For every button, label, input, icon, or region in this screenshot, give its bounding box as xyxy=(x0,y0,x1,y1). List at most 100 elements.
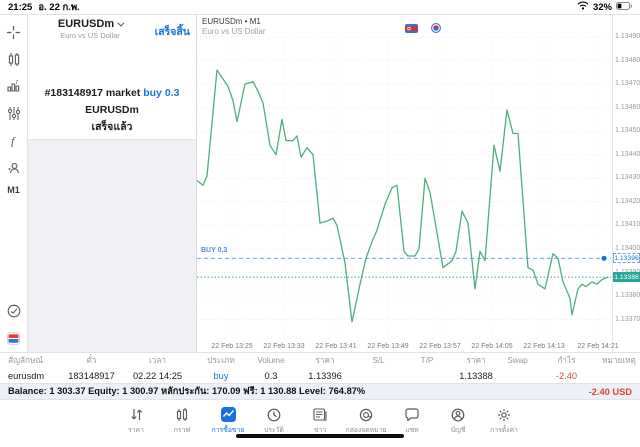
event-flag-icon-2[interactable] xyxy=(431,20,441,38)
function-icon[interactable]: f xyxy=(5,131,23,149)
price-axis-label: 1.13480 xyxy=(615,56,640,64)
chart-header: EURUSDm • M1 Euro vs US Dollar xyxy=(202,17,266,36)
table-cell: -2.40 xyxy=(555,370,578,381)
nav-label: ข่าว xyxy=(313,427,327,434)
balance-summary: Balance: 1 303.37 Equity: 1 300.97 หลักป… xyxy=(8,386,366,396)
buy-position-label: BUY 0.3 xyxy=(201,247,228,255)
nav-quotes[interactable]: ราคา xyxy=(113,402,159,447)
battery-percent: 32% xyxy=(592,1,612,13)
table-header-cell: ประเภท xyxy=(207,355,235,365)
table-header-cell: S/L xyxy=(372,355,385,365)
trade-icon xyxy=(220,407,236,422)
chevron-down-icon xyxy=(117,19,125,27)
order-panel-header: EURUSDm Euro vs US Dollar เสร็จสิ้น xyxy=(28,15,196,45)
work-area: f f M1 EURUSDm Euro vs US Dollar เสร็จสิ… xyxy=(0,14,640,353)
chart-type-icon[interactable] xyxy=(5,50,23,68)
table-header-cell: กำไร xyxy=(557,355,576,365)
chart-area[interactable]: EURUSDm • M1 Euro vs US Dollar 1.13490 1.… xyxy=(197,15,640,353)
table-header-cell: เวลา xyxy=(148,355,166,365)
expert-advisor-icon[interactable] xyxy=(5,158,23,176)
order-result-status: เสร็จแล้ว xyxy=(91,121,133,133)
symbol-selector[interactable]: EURUSDm Euro vs US Dollar xyxy=(28,18,152,40)
position-row[interactable]: eurusdm 183148917 02.22 14:25 buy 0.3 1.13396… xyxy=(0,367,640,384)
bid-price-badge: 1.13388 xyxy=(613,271,640,282)
price-chart-plot[interactable] xyxy=(197,15,612,353)
charts-icon xyxy=(175,407,190,422)
table-header-cell: T/P xyxy=(420,355,434,365)
table-cell: eurusdm xyxy=(8,370,45,381)
svg-text:f: f xyxy=(16,80,19,86)
nav-chat[interactable]: แชท xyxy=(389,402,435,447)
objects-sliders-icon[interactable] xyxy=(5,104,23,122)
buy-price-badge: 1.13396 xyxy=(613,252,640,263)
table-header-cell: สัญลักษณ์ xyxy=(8,355,43,365)
floating-profit: -2.40 USD xyxy=(588,386,632,397)
table-header-cell: ตั๋ว xyxy=(86,355,97,365)
economic-calendar-icon[interactable] xyxy=(5,329,23,347)
svg-text:f: f xyxy=(11,134,16,147)
price-axis-label: 1.13420 xyxy=(615,197,640,205)
wifi-icon xyxy=(577,1,589,13)
nav-accounts[interactable]: บัญชี xyxy=(435,402,481,447)
table-header-cell: Volume xyxy=(257,355,285,365)
price-axis-label: 1.13450 xyxy=(615,127,640,135)
symbol-name: EURUSDm xyxy=(57,18,115,30)
order-result-symbol: EURUSDm xyxy=(85,104,139,116)
table-header-cell: ราคา xyxy=(315,355,335,365)
status-time: 21:25 xyxy=(8,1,33,13)
home-indicator[interactable] xyxy=(236,434,404,438)
table-cell: 02.22 14:25 xyxy=(132,370,183,381)
order-result-type: buy 0.3 xyxy=(143,87,180,99)
time-axis-label: 22 Feb 13:41 xyxy=(315,343,357,350)
news-icon xyxy=(313,407,328,422)
time-axis-label: 22 Feb 13:33 xyxy=(263,343,305,350)
time-axis-label: 22 Feb 13:57 xyxy=(419,343,461,350)
nav-news[interactable]: ข่าว xyxy=(297,402,343,447)
price-axis-label: 1.13430 xyxy=(615,174,640,182)
event-flag-icon-1[interactable] xyxy=(405,20,418,38)
accounts-icon xyxy=(451,407,466,422)
price-axis: 1.13490 1.13480 1.13470 1.13460 1.13450 1.134… xyxy=(612,15,640,353)
positions-table: สัญลักษณ์ ตั๋ว เวลา ประเภท Volume ราคา S/L T/P ร… xyxy=(0,352,640,383)
nav-label: ประวัติ xyxy=(264,427,284,434)
balance-bar: Balance: 1 303.37 Equity: 1 300.97 หลักป… xyxy=(0,383,640,400)
chart-subtitle: Euro vs US Dollar xyxy=(202,27,266,36)
positions-table-header: สัญลักษณ์ ตั๋ว เวลา ประเภท Volume ราคา S/L T/P ร… xyxy=(0,353,640,367)
nav-mailbox[interactable]: กล่องจดหมาย xyxy=(343,402,389,447)
history-icon xyxy=(267,407,282,422)
battery-icon xyxy=(616,1,633,13)
nav-label: กราฟ xyxy=(173,427,191,434)
price-axis-label: 1.13490 xyxy=(615,33,640,40)
time-axis: 22 Feb 13:25 22 Feb 13:33 22 Feb 13:41 22 F… xyxy=(197,342,640,353)
time-axis-label: 22 Feb 14:05 xyxy=(471,343,513,350)
table-cell: 183148917 xyxy=(68,370,115,381)
time-axis-label: 22 Feb 14:21 xyxy=(577,343,619,350)
price-axis-label: 1.13410 xyxy=(615,221,640,229)
status-date: อ. 22 ก.พ. xyxy=(38,1,80,13)
symbol-description: Euro vs US Dollar xyxy=(60,31,120,40)
nav-label: กล่องจดหมาย xyxy=(345,427,387,434)
nav-history[interactable]: ประวัติ xyxy=(251,402,297,447)
bottom-tab-bar: ราคา กราฟ การซื้อขาย ประวัติ ข่าว กล่องจดหมาย… xyxy=(0,402,640,447)
order-result-ticket: #183148917 market xyxy=(44,87,144,99)
crosshair-icon[interactable] xyxy=(5,23,23,41)
market-status-icon[interactable] xyxy=(5,302,23,320)
status-bar: 21:25 อ. 22 ก.พ. 32% xyxy=(0,0,640,14)
timeframe-button[interactable]: M1 xyxy=(7,185,20,195)
price-axis-label: 1.13470 xyxy=(615,80,640,88)
done-button[interactable]: เสร็จสิ้น xyxy=(154,26,190,38)
nav-trade[interactable]: การซื้อขาย xyxy=(205,402,251,447)
mailbox-icon xyxy=(359,407,374,422)
settings-icon xyxy=(497,407,512,422)
price-axis-label: 1.13460 xyxy=(615,103,640,111)
nav-label: บัญชี xyxy=(450,427,466,434)
order-panel-background xyxy=(28,139,196,353)
nav-charts[interactable]: กราฟ xyxy=(159,402,205,447)
time-axis-label: 22 Feb 13:25 xyxy=(211,343,253,350)
nav-settings[interactable]: การตั้งค่า xyxy=(481,402,527,447)
table-cell: buy xyxy=(213,370,229,381)
price-axis-label: 1.13370 xyxy=(615,315,640,323)
indicators-icon[interactable]: f xyxy=(5,77,23,95)
time-axis-label: 22 Feb 14:13 xyxy=(523,343,565,350)
quotes-icon xyxy=(129,407,144,422)
